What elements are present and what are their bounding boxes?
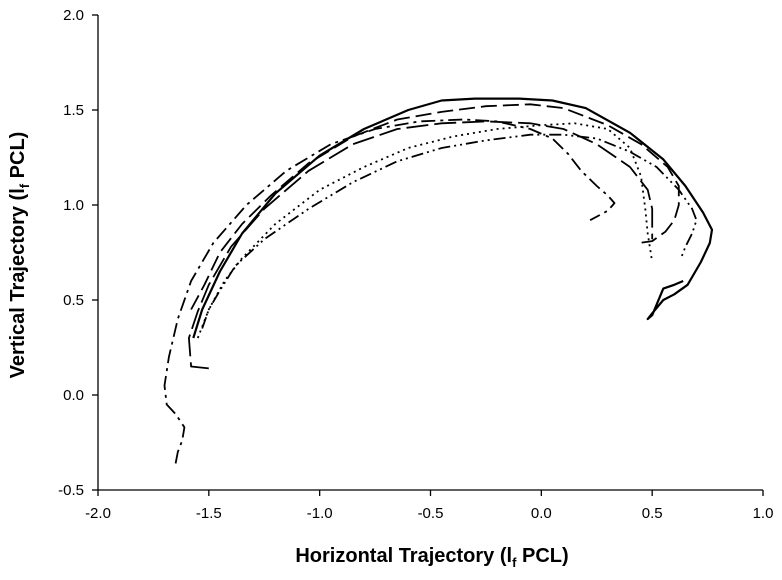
- y-axis-title: Vertical Trajectory (lf PCL): [7, 132, 32, 379]
- y-tick-label: 0.5: [63, 292, 84, 309]
- x-tick-label: -0.5: [418, 505, 444, 522]
- y-tick-label: 1.0: [63, 197, 84, 214]
- y-tick-label: 0.0: [63, 387, 84, 404]
- x-tick-label: 0.5: [642, 505, 663, 522]
- y-tick-label: 2.0: [63, 7, 84, 24]
- series-line-4: [196, 122, 654, 339]
- x-tick-label: 1.0: [753, 505, 774, 522]
- series-line-5: [163, 118, 616, 464]
- y-tick-label: -0.5: [58, 482, 84, 499]
- y-tick-label: 1.5: [63, 102, 84, 119]
- x-tick-label: -1.0: [307, 505, 333, 522]
- series-line-1: [192, 97, 714, 339]
- x-tick-label: -1.5: [196, 505, 222, 522]
- series-line-2: [190, 103, 680, 310]
- x-tick-label: 0.0: [531, 505, 552, 522]
- series-line-6: [201, 133, 698, 329]
- series-line-3: [188, 120, 654, 370]
- x-tick-label: -2.0: [85, 505, 111, 522]
- series-layer: [163, 97, 714, 464]
- axes: [97, 15, 763, 491]
- x-axis-ticks: -2.0 -1.5 -1.0 -0.5 0.0 0.5 1.0: [85, 490, 773, 522]
- y-axis-ticks: -0.5 0.0 0.5 1.0 1.5 2.0: [58, 7, 98, 499]
- x-axis-title: Horizontal Trajectory (lf PCL): [295, 545, 568, 570]
